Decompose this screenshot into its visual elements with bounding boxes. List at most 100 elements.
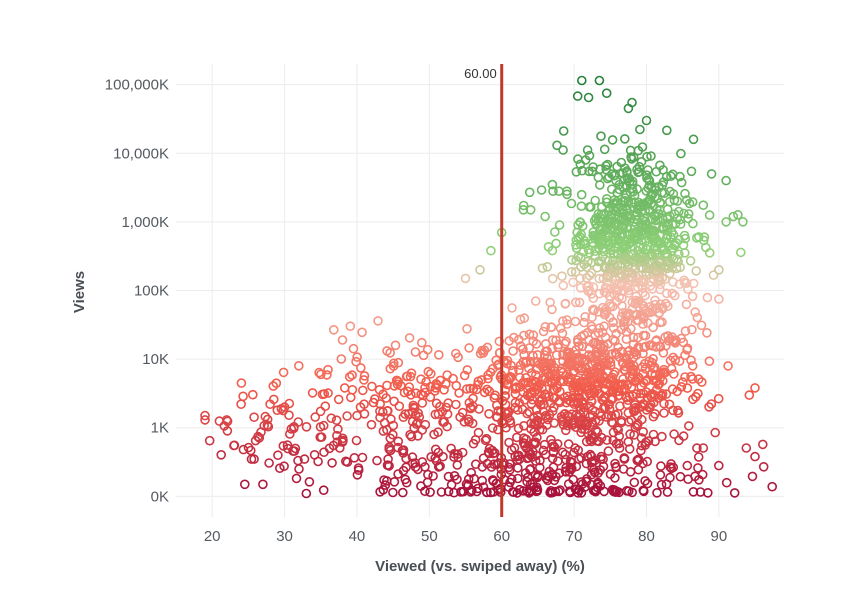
data-point: [265, 399, 275, 410]
x-tick-label: 80: [638, 528, 655, 545]
data-point: [621, 353, 632, 364]
data-point: [345, 392, 356, 403]
data-point: [540, 449, 551, 460]
data-point: [352, 410, 362, 421]
data-point: [674, 249, 684, 260]
data-point: [546, 434, 556, 445]
data-point: [589, 231, 600, 241]
data-point: [518, 356, 529, 367]
data-point: [459, 416, 470, 427]
data-point: [654, 258, 665, 269]
data-point: [428, 471, 438, 481]
data-point: [704, 210, 715, 220]
data-point: [513, 423, 524, 434]
data-point: [608, 369, 619, 380]
data-point: [634, 167, 644, 177]
data-point: [741, 443, 752, 453]
data-point: [635, 124, 645, 135]
data-point: [540, 211, 550, 222]
data-point: [317, 389, 328, 400]
data-point: [379, 475, 389, 485]
data-point: [582, 327, 593, 338]
data-point: [425, 487, 435, 498]
data-point: [767, 481, 778, 492]
data-point: [452, 460, 463, 470]
data-point: [372, 455, 382, 466]
data-point: [693, 452, 704, 462]
data-point: [655, 317, 665, 328]
data-point: [401, 453, 411, 464]
data-point: [397, 487, 408, 498]
data-point: [357, 452, 368, 463]
data-point: [570, 297, 581, 308]
data-point: [642, 151, 652, 162]
data-point: [570, 380, 580, 391]
data-point: [518, 344, 528, 355]
data-point: [483, 370, 493, 380]
y-axis-title: Views: [71, 271, 88, 313]
data-point: [570, 267, 581, 277]
data-point: [366, 419, 377, 430]
data-point: [236, 378, 247, 388]
data-point: [714, 294, 724, 304]
data-point: [647, 303, 658, 314]
data-point: [645, 390, 656, 401]
data-points: [200, 75, 778, 499]
data-point: [590, 406, 600, 417]
data-point: [566, 266, 577, 277]
data-point: [401, 371, 412, 382]
data-point: [636, 414, 647, 425]
data-point: [382, 406, 393, 416]
data-point: [583, 256, 593, 267]
data-point: [331, 415, 342, 426]
data-point: [337, 335, 348, 345]
data-point: [637, 401, 647, 412]
data-point: [706, 399, 717, 409]
data-point: [271, 378, 282, 389]
data-point: [619, 134, 630, 144]
data-point: [526, 418, 537, 429]
data-point: [508, 346, 518, 356]
data-point: [435, 401, 445, 412]
data-point: [595, 212, 605, 223]
data-point: [291, 473, 302, 484]
data-point: [508, 332, 519, 343]
data-point: [627, 487, 638, 498]
data-point: [656, 479, 667, 490]
data-point: [656, 391, 666, 401]
data-point: [586, 396, 597, 406]
data-point: [624, 251, 634, 261]
reference-line-group: 60.00: [464, 64, 504, 517]
data-point: [728, 211, 739, 222]
data-point: [750, 383, 760, 393]
data-point: [636, 381, 647, 392]
data-point: [304, 476, 315, 487]
data-point: [680, 326, 691, 336]
data-point: [460, 273, 471, 284]
data-point: [636, 276, 646, 286]
data-point: [662, 487, 673, 497]
data-point: [609, 289, 620, 300]
data-point: [324, 443, 335, 454]
data-point: [624, 208, 635, 219]
data-point: [603, 272, 613, 283]
data-point: [687, 324, 697, 335]
data-point: [485, 367, 496, 378]
data-point: [570, 316, 581, 327]
data-point: [604, 291, 615, 302]
data-point: [238, 391, 248, 402]
data-point: [641, 115, 652, 126]
data-point: [410, 347, 421, 357]
data-point: [599, 341, 609, 352]
data-point: [546, 358, 557, 369]
data-point: [623, 436, 634, 447]
data-point: [564, 411, 575, 422]
data-point: [420, 486, 430, 497]
data-point: [482, 487, 492, 498]
data-point: [528, 330, 539, 340]
data-point: [652, 204, 662, 214]
data-point: [576, 201, 587, 211]
data-point: [385, 363, 396, 374]
data-point: [388, 487, 398, 498]
